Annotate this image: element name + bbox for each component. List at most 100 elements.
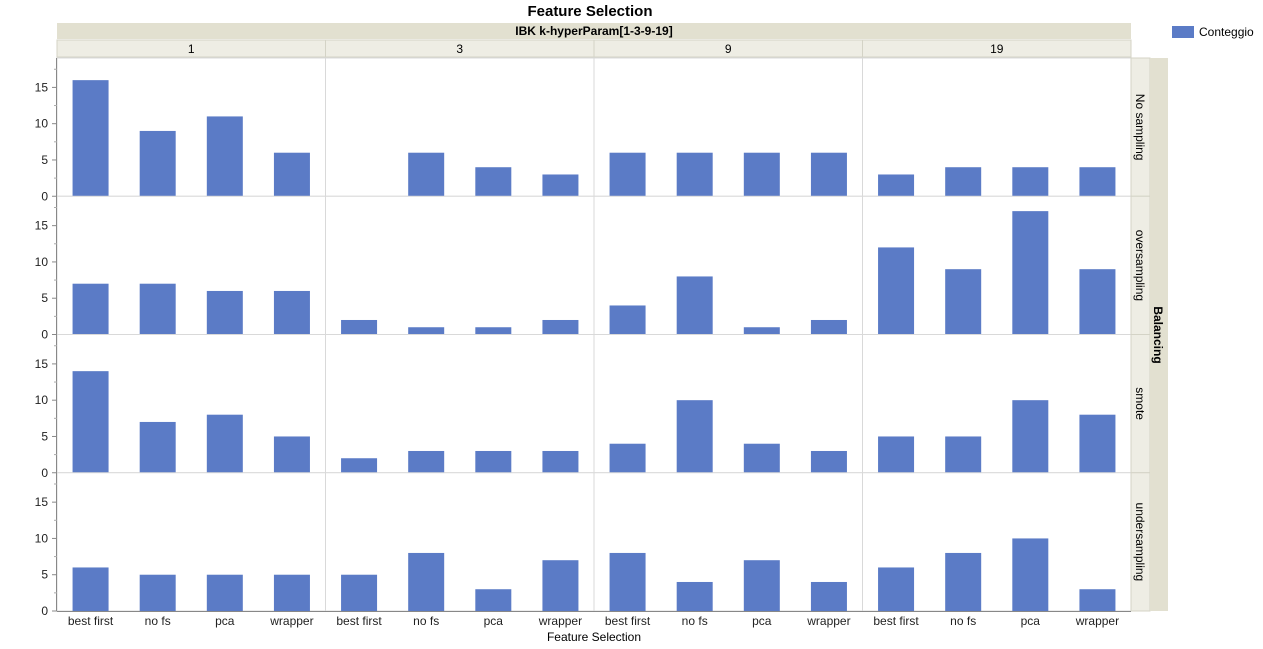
bar bbox=[341, 574, 378, 611]
panel-frame bbox=[325, 334, 595, 474]
column-group-header-bg bbox=[57, 23, 1131, 39]
bar bbox=[609, 443, 646, 473]
y-tick-label: 10 bbox=[35, 255, 49, 269]
x-tick-label: pca bbox=[484, 614, 504, 628]
x-tick-label: pca bbox=[215, 614, 235, 628]
bar bbox=[1012, 211, 1049, 335]
bar bbox=[542, 450, 579, 473]
bar bbox=[878, 436, 915, 473]
panel bbox=[56, 57, 326, 197]
bar bbox=[743, 560, 780, 611]
bar bbox=[139, 283, 176, 335]
bar bbox=[408, 552, 445, 611]
column-header-label: 19 bbox=[990, 42, 1004, 56]
bar bbox=[1012, 400, 1049, 473]
panel bbox=[593, 334, 863, 474]
x-tick-label: wrapper bbox=[269, 614, 313, 628]
bar bbox=[1012, 167, 1049, 197]
bar bbox=[676, 276, 713, 335]
panel-frame bbox=[325, 195, 595, 335]
x-tick-label: best first bbox=[605, 614, 651, 628]
bar bbox=[72, 283, 109, 335]
row-strip-label: No sampling bbox=[1133, 94, 1147, 161]
bar bbox=[810, 152, 847, 197]
y-tick-label: 15 bbox=[35, 357, 49, 371]
column-header-label: 1 bbox=[188, 42, 195, 56]
bar bbox=[72, 567, 109, 611]
y-tick-label: 15 bbox=[35, 80, 49, 94]
panel bbox=[862, 195, 1132, 335]
bar bbox=[206, 574, 243, 611]
x-tick-label: wrapper bbox=[538, 614, 582, 628]
panel bbox=[325, 195, 595, 335]
bar bbox=[72, 80, 109, 197]
panel bbox=[56, 472, 326, 612]
bar bbox=[676, 400, 713, 473]
y-tick-label: 10 bbox=[35, 117, 49, 131]
bar bbox=[945, 436, 982, 473]
panel bbox=[593, 195, 863, 335]
y-tick-label: 15 bbox=[35, 219, 49, 233]
y-tick-label: 5 bbox=[41, 568, 48, 582]
bar bbox=[475, 167, 512, 197]
bar bbox=[475, 589, 512, 611]
bar bbox=[273, 436, 310, 473]
y-tick-label: 5 bbox=[41, 153, 48, 167]
bar bbox=[1079, 589, 1116, 611]
column-header-label: 3 bbox=[456, 42, 463, 56]
x-tick-label: no fs bbox=[413, 614, 439, 628]
column-header-label: 9 bbox=[725, 42, 732, 56]
column-headers: 1 3 9 19 bbox=[56, 39, 1132, 58]
bar bbox=[878, 247, 915, 335]
y-tick-label: 0 bbox=[41, 466, 48, 480]
bar bbox=[408, 152, 445, 197]
legend-swatch bbox=[1172, 26, 1194, 38]
y-tick-label: 15 bbox=[35, 495, 49, 509]
bar bbox=[273, 290, 310, 335]
bar bbox=[810, 450, 847, 473]
bar bbox=[1079, 414, 1116, 473]
panel-frame bbox=[325, 57, 595, 197]
bar bbox=[139, 574, 176, 611]
x-axis-tick-labels: best first no fs pca wrapper best first no fs… bbox=[57, 611, 1131, 628]
bar bbox=[878, 174, 915, 197]
bar bbox=[206, 414, 243, 473]
column-header-bg bbox=[862, 39, 1132, 58]
x-axis-label: Feature Selection bbox=[547, 630, 641, 644]
y-tick-label: 0 bbox=[41, 328, 48, 342]
x-tick-label: no fs bbox=[950, 614, 976, 628]
y-tick-label: 0 bbox=[41, 189, 48, 203]
row-strip-label: undersampling bbox=[1133, 503, 1147, 582]
bar bbox=[609, 552, 646, 611]
x-tick-label: pca bbox=[1021, 614, 1041, 628]
x-tick-label: best first bbox=[336, 614, 382, 628]
bar bbox=[206, 290, 243, 335]
bar bbox=[1012, 538, 1049, 611]
bar bbox=[743, 443, 780, 473]
column-group-label: IBK k-hyperParam[1-3-9-19] bbox=[515, 24, 672, 38]
bar bbox=[542, 560, 579, 611]
y-tick-label: 10 bbox=[35, 393, 49, 407]
bar bbox=[408, 327, 445, 335]
bar bbox=[341, 319, 378, 335]
row-strip-label: oversampling bbox=[1133, 230, 1147, 301]
x-tick-label: no fs bbox=[682, 614, 708, 628]
legend: Conteggio bbox=[1172, 25, 1254, 39]
bar bbox=[945, 269, 982, 335]
bar bbox=[676, 152, 713, 197]
panel bbox=[325, 472, 595, 612]
bar bbox=[542, 174, 579, 197]
bar bbox=[743, 327, 780, 335]
x-tick-label: no fs bbox=[145, 614, 171, 628]
panel bbox=[325, 57, 595, 197]
bar bbox=[676, 581, 713, 611]
x-tick-label: best first bbox=[873, 614, 919, 628]
panel bbox=[862, 57, 1132, 197]
y-tick-label: 0 bbox=[41, 604, 48, 618]
row-strips: No sampling oversampling smote undersamplin… bbox=[1130, 57, 1151, 612]
x-tick-label: best first bbox=[68, 614, 114, 628]
x-tick-label: wrapper bbox=[1075, 614, 1119, 628]
y-tick-label: 5 bbox=[41, 429, 48, 443]
bar bbox=[139, 130, 176, 197]
